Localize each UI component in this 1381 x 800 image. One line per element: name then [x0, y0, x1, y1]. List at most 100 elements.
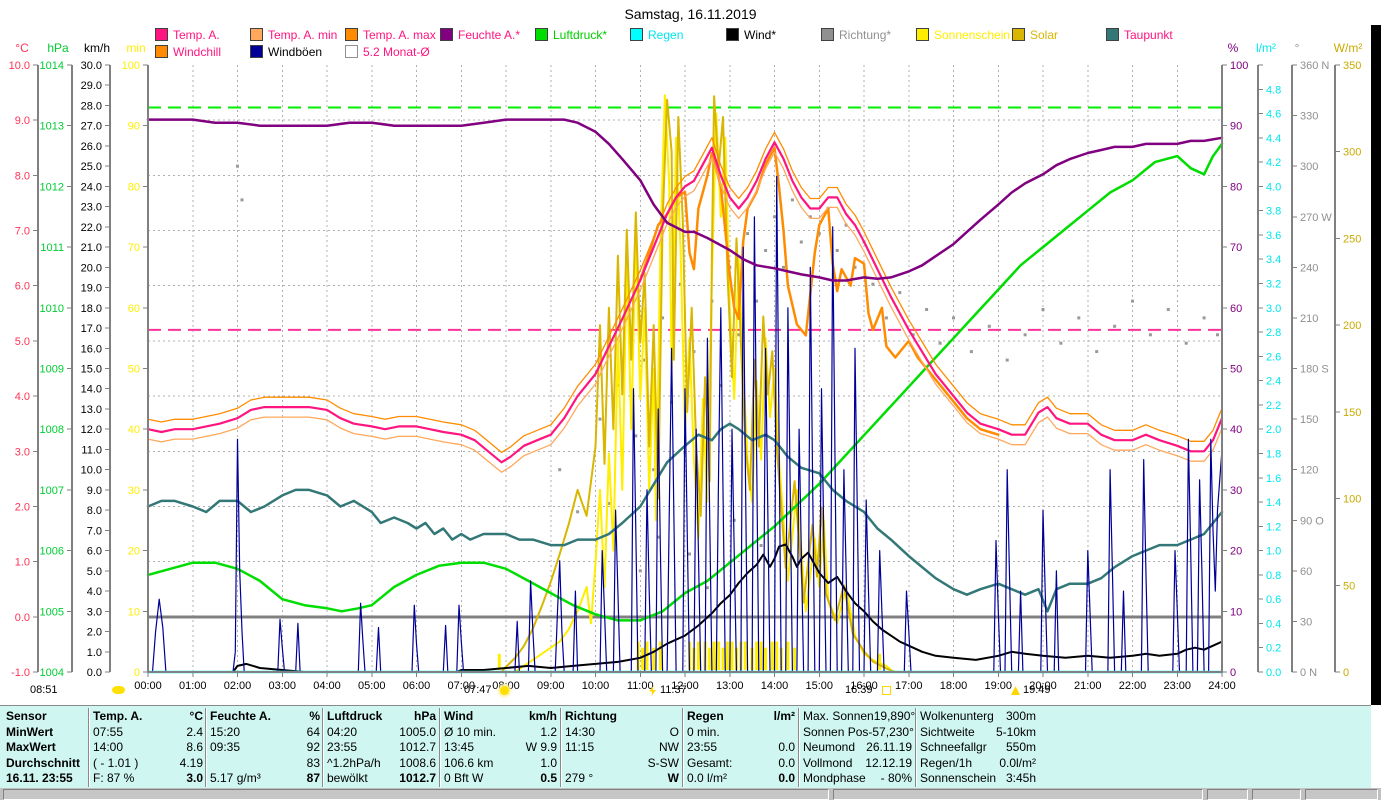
- table-cell-astro-1: Sonnen Pos -57,230°: [803, 725, 914, 740]
- richtung-dot: [1131, 299, 1134, 303]
- richtung-dot: [719, 383, 723, 387]
- sun-icon: [500, 686, 509, 695]
- legend-label-luftdruck: Luftdruck*: [553, 28, 608, 42]
- table-cell-temp-2-label: ( - 1.01 ): [93, 755, 139, 770]
- svg-text:5.0: 5.0: [15, 336, 30, 348]
- svg-text:0: 0: [1343, 667, 1349, 679]
- table-header-feuchte-label: Feuchte A.: [210, 709, 271, 723]
- sunshine-bar: [712, 641, 716, 670]
- svg-text:1.0: 1.0: [15, 557, 30, 569]
- table-cell-regen-2: Gesamt: 0.0: [687, 756, 795, 771]
- table-cell-feuchte-0-label: 15:20: [210, 724, 241, 739]
- table-cell-feuchte-0-value: 64: [306, 724, 320, 739]
- legend-label-richtung: Richtung*: [839, 28, 892, 42]
- svg-text:120: 120: [1300, 465, 1318, 477]
- sun-zenith-time: 11:37: [660, 684, 687, 696]
- zenith-icon: [649, 686, 656, 696]
- table-cell-feuchte-3-value: 87: [306, 771, 320, 786]
- richtung-dot: [737, 333, 741, 337]
- legend-item-luftdruck: Luftdruck*: [535, 28, 607, 42]
- status-bar: [0, 788, 1381, 800]
- legend-item-sonnenschein: Sonnenschein: [916, 28, 1010, 42]
- temp-a-max-swatch: [345, 28, 358, 41]
- table-cell-temp-2-value: 4.19: [179, 755, 203, 770]
- svg-text:0.4: 0.4: [1266, 618, 1281, 630]
- richtung-dot: [656, 535, 660, 539]
- table-cell-luftdruck-1-label: 23:55: [327, 740, 358, 755]
- richtung-dot: [638, 569, 642, 573]
- richtung-dot: [1095, 350, 1099, 354]
- svg-text:15:00: 15:00: [805, 680, 833, 692]
- svg-text:60: 60: [1300, 566, 1312, 578]
- table-cell-luftdruck-1: 23:55 1012.7: [327, 740, 436, 755]
- richtung-dot: [790, 198, 794, 202]
- table-cell-richtung-1: 11:15 NW: [565, 740, 679, 755]
- table-cell-wind-1-value: W 9.9: [525, 740, 557, 755]
- svg-text:7.0: 7.0: [87, 525, 102, 537]
- table-cell-richtung-0-value: O: [669, 724, 679, 739]
- table-rowlabel-2-label: MaxWert: [6, 740, 56, 755]
- table-header-temp: Temp. A. °C: [93, 709, 203, 724]
- svg-text:7.0: 7.0: [15, 226, 30, 238]
- svg-text:150: 150: [1300, 414, 1318, 426]
- svg-text:2.8: 2.8: [1266, 327, 1281, 339]
- table-separator-3: [439, 708, 440, 787]
- table-cell-wetter-4: Sonnenschein 3:45h: [920, 771, 1036, 786]
- table-cell-temp-0-label: 07:55: [93, 724, 124, 739]
- svg-text:20: 20: [128, 546, 140, 558]
- richtung-dot: [576, 510, 580, 514]
- table-header-luftdruck: Luftdruck hPa: [327, 709, 436, 724]
- table-header-feuchte: Feuchte A.%: [210, 709, 320, 724]
- richtung-dot: [925, 308, 929, 311]
- table-cell-wetter-4-value: 3:45h: [1005, 771, 1036, 786]
- sonnenschein-swatch: [916, 28, 929, 41]
- sunshine-bar: [759, 641, 763, 670]
- temp-a-min-swatch: [250, 28, 263, 41]
- svg-text:W/m²: W/m²: [1334, 41, 1363, 55]
- table-cell-astro-0-label: Max. Sonnen: [803, 709, 874, 723]
- richtung-dot: [773, 215, 776, 219]
- legend-label-temp-a: Temp. A.: [173, 28, 220, 42]
- svg-text:24.0: 24.0: [81, 181, 102, 193]
- table-cell-wetter-1-label: Sichtweite: [920, 724, 975, 739]
- luftdruck-swatch: [535, 28, 548, 41]
- svg-text:14.0: 14.0: [81, 384, 102, 396]
- statusbar-segment-0: [3, 789, 829, 800]
- svg-text:80: 80: [1230, 181, 1242, 193]
- svg-text:350: 350: [1343, 60, 1361, 72]
- svg-text:26.0: 26.0: [81, 141, 102, 153]
- richtung-dot: [1166, 308, 1170, 311]
- windboeen-swatch: [250, 45, 263, 58]
- table-cell-feuchte-3-label: 5.17 g/m³: [210, 771, 261, 786]
- svg-text:3.6: 3.6: [1266, 230, 1281, 242]
- svg-text:9.0: 9.0: [15, 115, 30, 127]
- table-cell-wind-1: 13:45 W 9.9: [444, 740, 557, 755]
- richtung-dot: [1023, 333, 1027, 337]
- sunshine-bar: [652, 647, 656, 670]
- svg-text:14:00: 14:00: [761, 680, 789, 692]
- svg-text:330: 330: [1300, 111, 1318, 123]
- table-cell-wetter-0-label: Wolkenunterg: [920, 709, 994, 723]
- table-cell-feuchte-0: 15:20 64: [210, 725, 320, 740]
- svg-text:1.0: 1.0: [87, 647, 102, 659]
- svg-text:70: 70: [128, 242, 140, 254]
- svg-text:min: min: [126, 41, 145, 55]
- richtung-dot: [764, 249, 768, 252]
- svg-text:16.0: 16.0: [81, 343, 102, 355]
- table-rowlabel-0-label: Sensor: [6, 709, 47, 723]
- richtung-dot: [759, 544, 763, 547]
- svg-text:90: 90: [128, 121, 140, 133]
- svg-text:4.4: 4.4: [1266, 133, 1281, 145]
- svg-text:18:00: 18:00: [940, 680, 968, 692]
- svg-text:4.0: 4.0: [87, 586, 102, 598]
- table-cell-astro-0: Max. Sonnen 19,890°: [803, 709, 915, 724]
- svg-text:10: 10: [128, 606, 140, 618]
- legend-label-monats-avg: 5.2 Monat-Ø: [363, 45, 430, 59]
- table-cell-wetter-3-value: 0.0l/m²: [999, 755, 1036, 770]
- richtung-dot: [1059, 341, 1063, 345]
- richtung-dot: [884, 316, 888, 320]
- richtung-dot: [1148, 333, 1152, 337]
- svg-text:270 W: 270 W: [1300, 212, 1332, 224]
- svg-text:11.0: 11.0: [81, 444, 102, 456]
- richtung-swatch: [821, 28, 834, 41]
